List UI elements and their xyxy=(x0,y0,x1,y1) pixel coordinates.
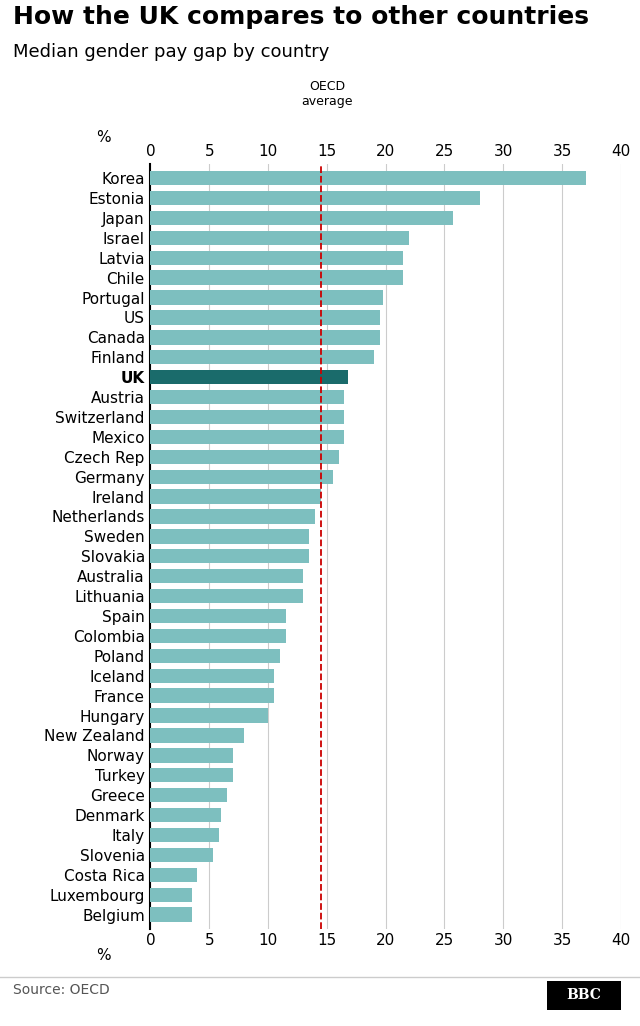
Bar xyxy=(150,748,233,762)
Bar xyxy=(150,828,219,842)
Bar xyxy=(150,708,268,722)
Bar xyxy=(150,728,244,743)
Bar xyxy=(150,608,285,623)
Text: Median gender pay gap by country: Median gender pay gap by country xyxy=(13,43,329,62)
Bar xyxy=(150,310,380,324)
Bar xyxy=(150,768,233,783)
Bar xyxy=(150,669,274,683)
Bar xyxy=(150,430,344,444)
Bar xyxy=(150,629,285,643)
Bar xyxy=(150,788,227,802)
Bar xyxy=(150,250,403,265)
Bar xyxy=(150,210,452,225)
Bar xyxy=(150,390,344,404)
Bar xyxy=(150,648,280,663)
Bar xyxy=(150,847,212,862)
Bar xyxy=(150,868,197,882)
Text: %: % xyxy=(96,130,111,145)
Bar xyxy=(150,529,309,544)
Bar xyxy=(150,688,274,703)
Bar xyxy=(150,171,586,186)
Bar xyxy=(150,509,315,523)
Bar xyxy=(150,489,321,504)
Bar xyxy=(150,569,303,584)
Bar xyxy=(150,887,191,902)
Bar xyxy=(150,409,344,424)
Bar xyxy=(150,290,383,305)
Bar xyxy=(150,191,480,205)
Bar xyxy=(150,907,191,921)
Bar xyxy=(150,350,374,364)
Bar xyxy=(150,549,309,563)
Text: BBC: BBC xyxy=(566,988,602,1002)
Bar xyxy=(150,330,380,345)
Bar xyxy=(150,807,221,822)
Bar xyxy=(150,231,409,245)
Text: %: % xyxy=(96,948,111,962)
Bar xyxy=(150,470,333,484)
Bar xyxy=(150,370,348,385)
Bar xyxy=(150,449,339,464)
Text: How the UK compares to other countries: How the UK compares to other countries xyxy=(13,5,589,29)
Text: OECD
average: OECD average xyxy=(301,80,353,108)
Text: Source: OECD: Source: OECD xyxy=(13,983,109,997)
Bar xyxy=(150,589,303,603)
Bar xyxy=(150,271,403,285)
